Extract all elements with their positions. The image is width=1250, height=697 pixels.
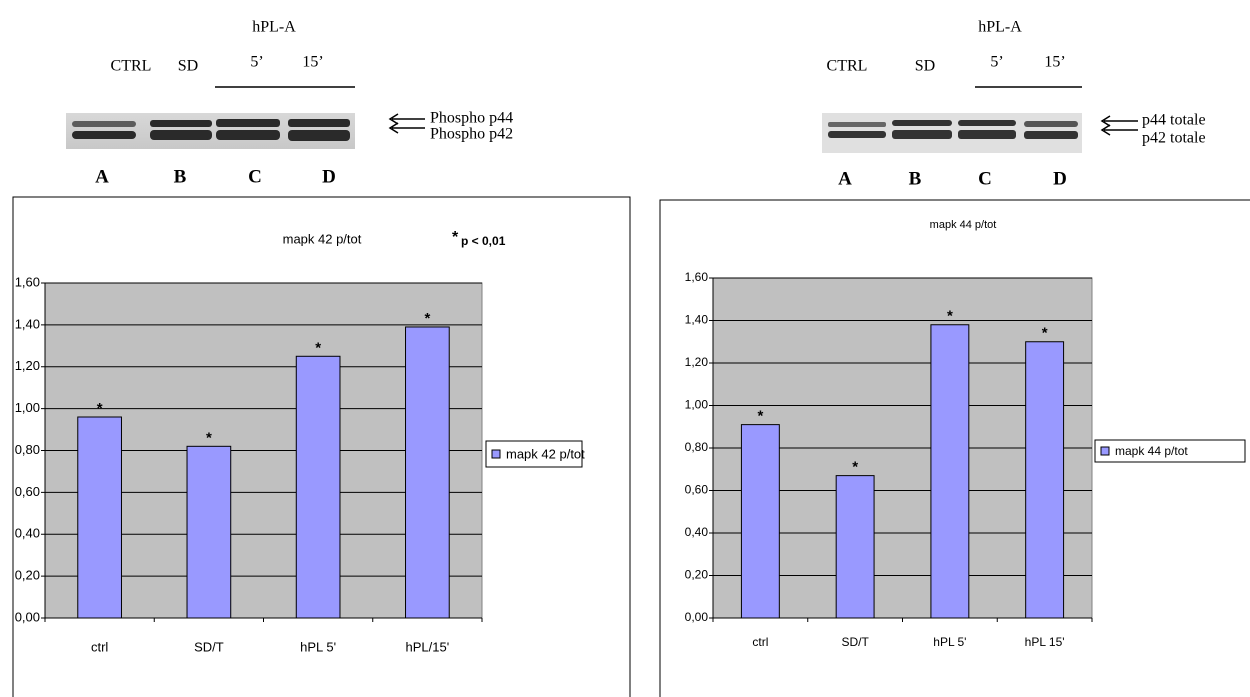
blot-right: hPL-A CTRL SD 5’ 15’ p44 totale p42 tota…	[822, 19, 1206, 190]
lane-letter: D	[322, 166, 336, 187]
lane-letter: C	[978, 168, 992, 189]
bar	[296, 356, 340, 618]
x-tick-label: hPL 5'	[300, 639, 336, 654]
significance-star: *	[757, 408, 763, 425]
lane-label: 5’	[990, 54, 1003, 71]
group-label: hPL-A	[978, 19, 1022, 36]
lane-letter: A	[838, 168, 852, 189]
significance-star: *	[315, 339, 321, 356]
lane-label: SD	[178, 58, 198, 75]
significance-star: *	[424, 310, 430, 327]
y-tick-label: 0,60	[15, 484, 40, 499]
x-tick-label: SD/T	[194, 639, 224, 654]
group-label: hPL-A	[252, 19, 296, 36]
x-tick-label: hPL 15'	[1025, 635, 1065, 649]
legend-label: mapk 44 p/tot	[1115, 444, 1188, 458]
y-tick-label: 1,40	[15, 316, 40, 331]
note: p < 0,01	[461, 234, 506, 248]
lane-label: 15’	[1044, 54, 1065, 71]
band-label: Phospho p42	[430, 126, 513, 143]
x-tick-label: ctrl	[752, 635, 768, 649]
significance-star: *	[1042, 325, 1048, 342]
bar	[406, 327, 450, 618]
y-tick-label: 0,20	[685, 568, 709, 582]
lane-letter: B	[174, 166, 187, 187]
lane-letter: D	[1053, 168, 1067, 189]
arrows	[390, 114, 425, 133]
x-tick-label: hPL/15'	[406, 639, 450, 654]
lane-letter: C	[248, 166, 262, 187]
chart-title: mapk 42 p/tot	[283, 231, 362, 246]
significance-star: *	[852, 459, 858, 476]
y-tick-label: 0,00	[685, 610, 709, 624]
bar	[1026, 342, 1064, 618]
lane-letter: A	[95, 166, 109, 187]
y-tick-label: 1,00	[15, 400, 40, 415]
band-label: p44 totale	[1142, 112, 1206, 129]
significance-star: *	[206, 429, 212, 446]
note-marker: *	[452, 229, 459, 246]
lane-label: SD	[915, 58, 935, 75]
chart-title: mapk 44 p/tot	[930, 219, 997, 231]
band-label: p42 totale	[1142, 130, 1206, 147]
legend-swatch	[492, 450, 500, 458]
arrows	[1102, 116, 1138, 135]
lane-label: CTRL	[111, 58, 152, 75]
figure: hPL-A CTRL SD 5’ 15’ Phospho p44 Phospho…	[0, 0, 1250, 697]
y-tick-label: 1,20	[685, 355, 709, 369]
lane-letter: B	[909, 168, 922, 189]
band-label: Phospho p44	[430, 110, 513, 127]
bar	[931, 325, 969, 618]
legend-swatch	[1101, 447, 1109, 455]
significance-star: *	[947, 308, 953, 325]
lane-label: CTRL	[827, 58, 868, 75]
bar	[187, 446, 231, 618]
blot-left: hPL-A CTRL SD 5’ 15’ Phospho p44 Phospho…	[66, 19, 513, 188]
x-tick-label: ctrl	[91, 639, 108, 654]
y-tick-label: 0,40	[685, 525, 709, 539]
y-tick-label: 0,60	[685, 483, 709, 497]
y-tick-label: 1,00	[685, 398, 709, 412]
y-tick-label: 1,60	[15, 274, 40, 289]
y-tick-label: 1,60	[685, 270, 709, 284]
y-tick-label: 0,40	[15, 526, 40, 541]
legend-label: mapk 42 p/tot	[506, 446, 585, 461]
y-tick-label: 0,80	[15, 442, 40, 457]
bar	[836, 476, 874, 618]
lane-label: 5’	[250, 54, 263, 71]
y-tick-label: 0,80	[685, 440, 709, 454]
y-tick-label: 0,00	[15, 609, 40, 624]
lane-label: 15’	[302, 54, 323, 71]
y-tick-label: 0,20	[15, 568, 40, 583]
significance-star: *	[97, 400, 103, 417]
y-tick-label: 1,20	[15, 358, 40, 373]
x-tick-label: SD/T	[841, 635, 869, 649]
bar	[741, 425, 779, 618]
bar	[78, 417, 122, 618]
y-tick-label: 1,40	[685, 313, 709, 327]
x-tick-label: hPL 5'	[933, 635, 966, 649]
